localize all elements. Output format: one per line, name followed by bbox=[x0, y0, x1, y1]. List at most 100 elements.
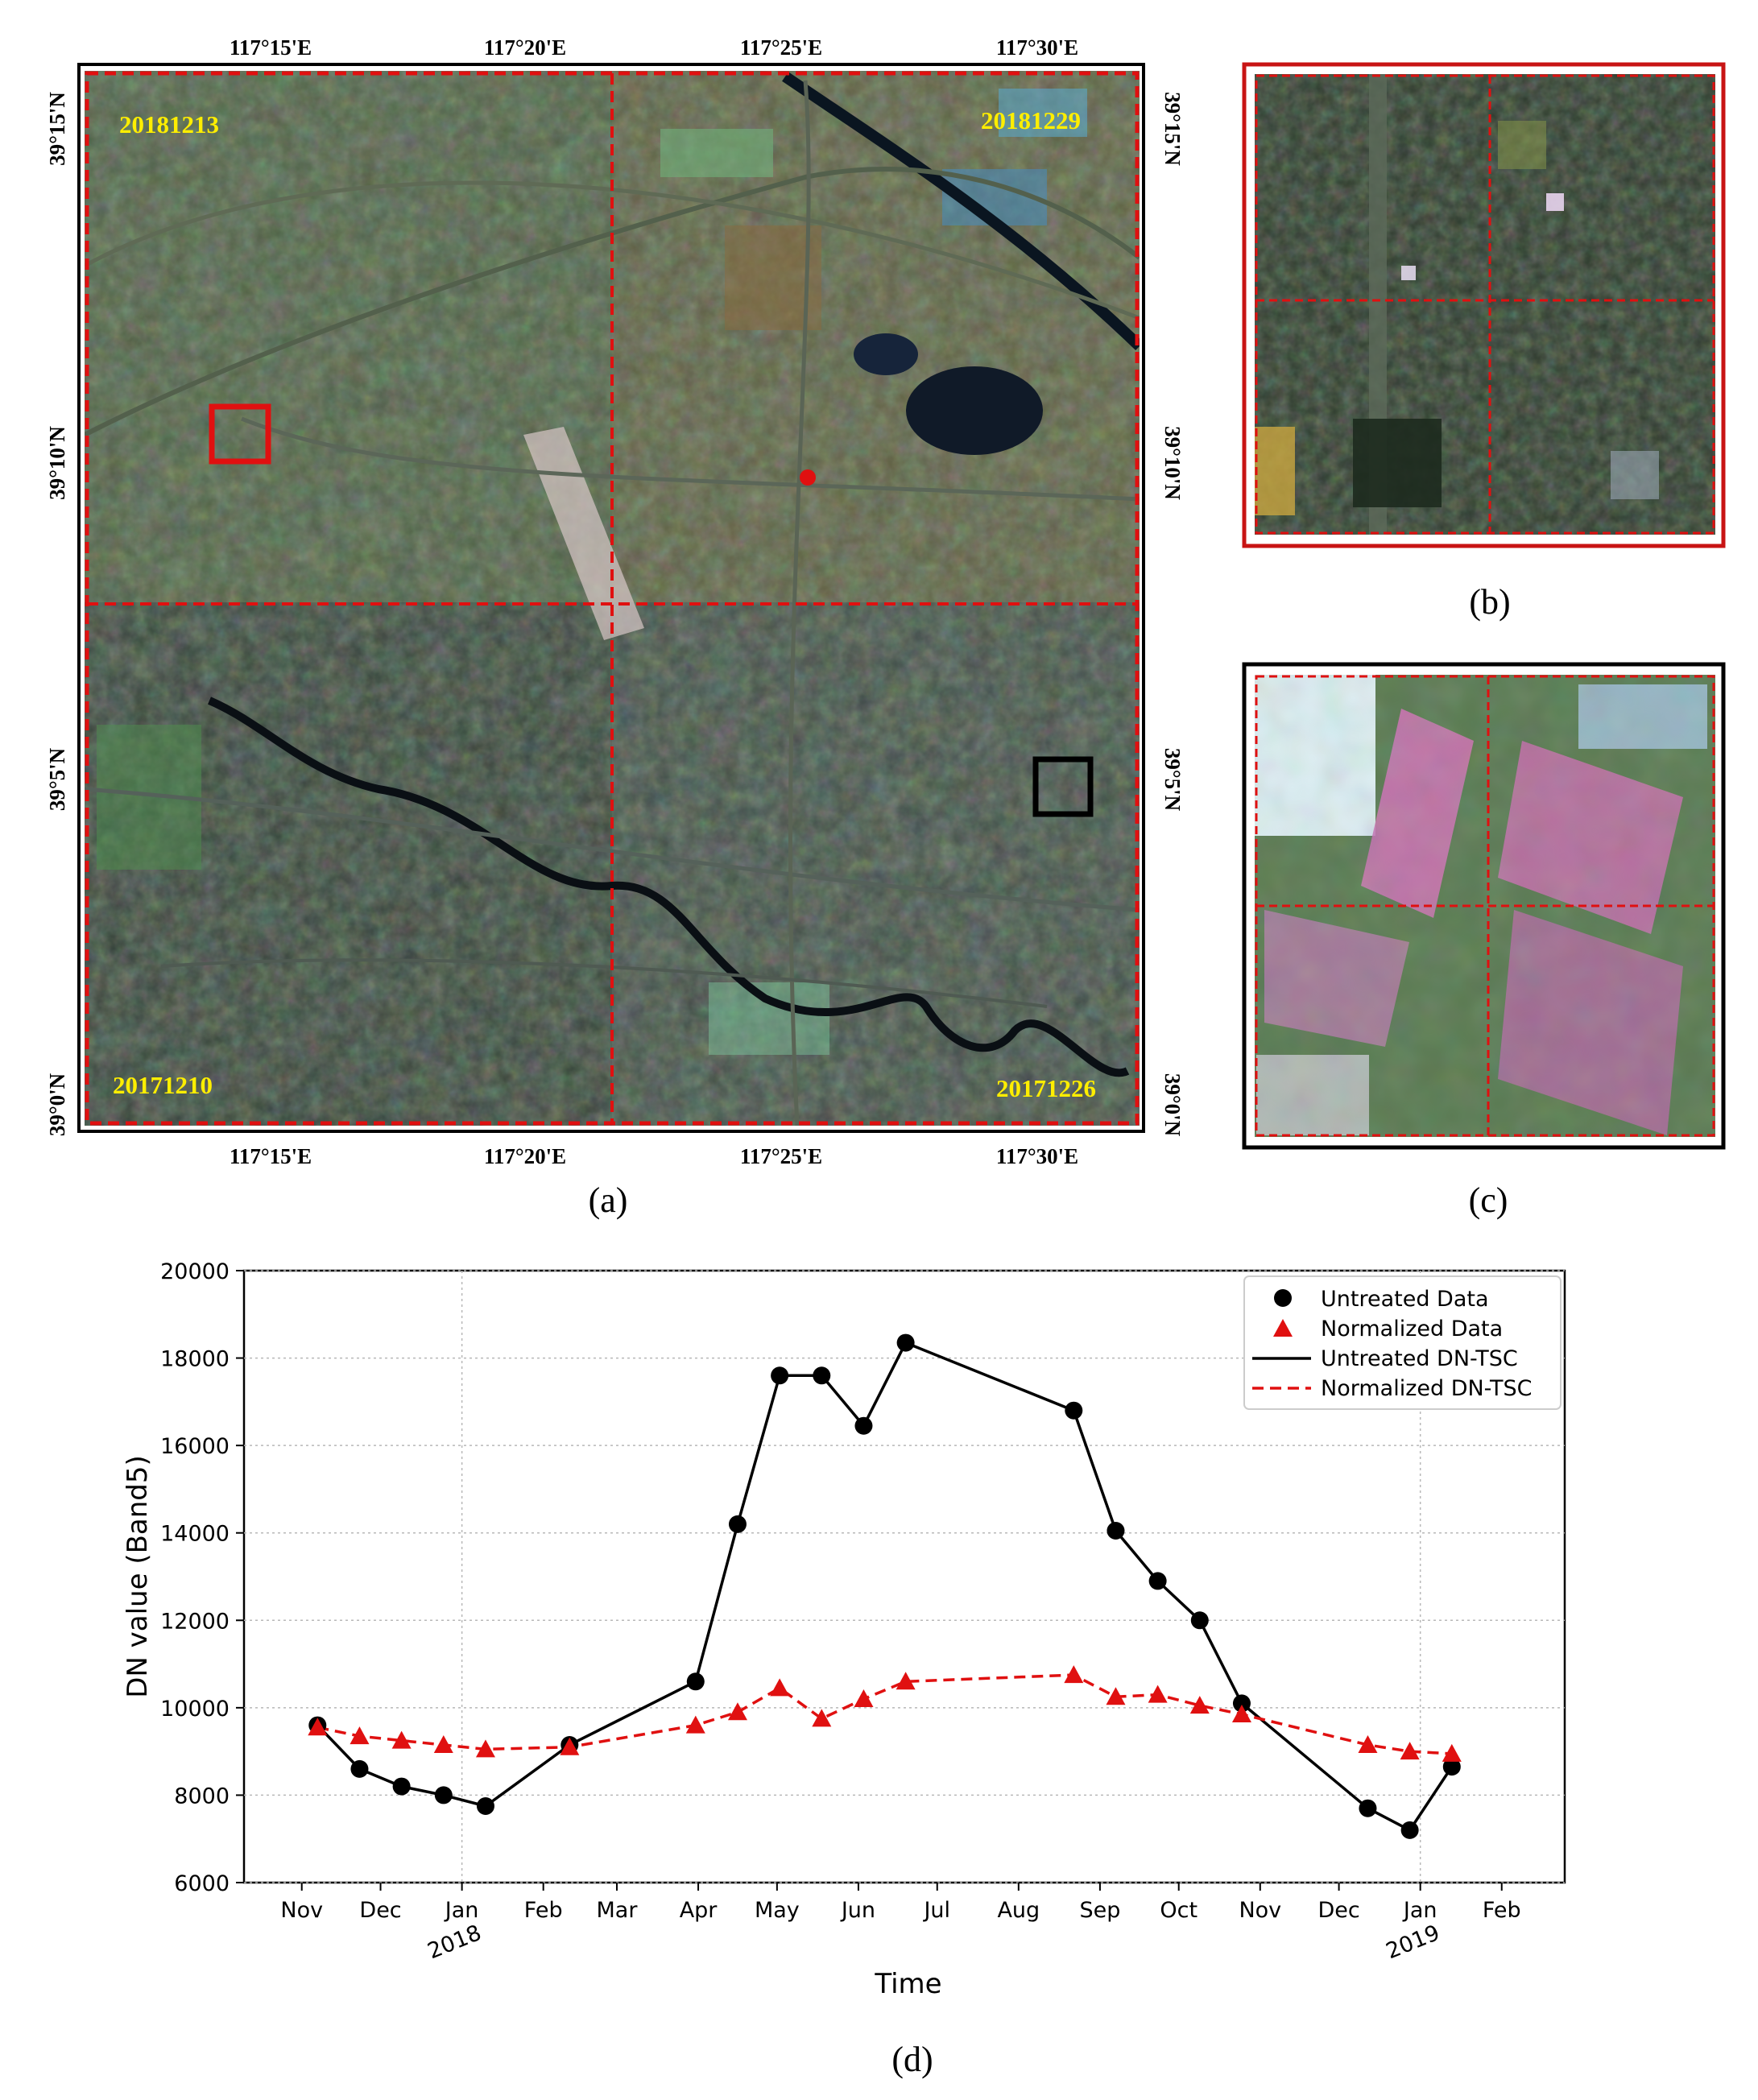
point-untreated-data bbox=[1359, 1799, 1377, 1817]
legend-label-normalized-dn-tsc: Normalized DN-TSC bbox=[1321, 1376, 1532, 1401]
black-box-marker bbox=[1032, 756, 1094, 817]
x-axis-ticks: Nov Dec Jan Feb Mar Apr May Jun Jul Aug Sep Oct Nov D… bbox=[280, 1883, 1521, 1964]
lon-tick-top-1: 117°15'E bbox=[230, 35, 312, 60]
point-normalized-data bbox=[854, 1689, 874, 1707]
y-axis-ticks: 6000 8000 10000 12000 14000 16000 18000 20000 bbox=[160, 1259, 244, 1896]
lon-tick-bottom-4: 117°30'E bbox=[996, 1144, 1078, 1168]
satellite-image bbox=[85, 71, 1140, 1126]
point-normalized-data bbox=[350, 1726, 370, 1745]
x-tick-label: Aug bbox=[997, 1898, 1040, 1923]
point-normalized-data bbox=[1064, 1665, 1084, 1684]
x-tick-label: Dec bbox=[359, 1898, 401, 1923]
caption-c: (c) bbox=[1469, 1180, 1508, 1220]
panel-b-image bbox=[1255, 74, 1715, 535]
red-point-marker bbox=[800, 469, 816, 486]
y-tick-label: 12000 bbox=[160, 1609, 230, 1634]
point-normalized-data bbox=[1148, 1685, 1168, 1703]
point-normalized-data bbox=[770, 1678, 790, 1697]
date-label-bottom-left: 20171210 bbox=[113, 1071, 213, 1099]
caption-a: (a) bbox=[589, 1180, 628, 1220]
point-untreated-data bbox=[813, 1366, 831, 1385]
legend-marker-normalized-data bbox=[1273, 1319, 1293, 1337]
x-axis-label: Time bbox=[874, 1968, 941, 2000]
point-untreated-data bbox=[728, 1515, 747, 1533]
date-label-top-left: 20181213 bbox=[119, 110, 219, 138]
point-untreated-data bbox=[392, 1777, 411, 1796]
x-tick-label: Feb bbox=[524, 1898, 563, 1923]
point-normalized-data bbox=[1189, 1696, 1210, 1714]
date-label-bottom-right: 20171226 bbox=[996, 1074, 1096, 1102]
y-tick-label: 6000 bbox=[174, 1871, 230, 1896]
point-normalized-data bbox=[685, 1715, 705, 1734]
point-normalized-data bbox=[1358, 1735, 1378, 1753]
point-untreated-data bbox=[1065, 1401, 1083, 1420]
point-untreated-data bbox=[771, 1366, 789, 1385]
lat-tick-right-3: 39°5'N bbox=[1160, 748, 1185, 812]
panel-c-image bbox=[1255, 675, 1715, 1137]
x-year-label: 2019 bbox=[1383, 1920, 1443, 1964]
point-normalized-data bbox=[475, 1739, 495, 1758]
point-untreated-data bbox=[1148, 1572, 1167, 1590]
x-year-label: 2018 bbox=[424, 1920, 485, 1964]
lon-tick-bottom-2: 117°20'E bbox=[484, 1144, 566, 1168]
chart-grid bbox=[244, 1270, 1565, 1883]
point-untreated-data bbox=[434, 1786, 453, 1804]
x-tick-label: Dec bbox=[1317, 1898, 1359, 1923]
y-tick-label: 20000 bbox=[160, 1259, 230, 1284]
point-normalized-data bbox=[433, 1735, 453, 1753]
date-label-top-right: 20181229 bbox=[981, 106, 1081, 134]
x-tick-label: Jun bbox=[840, 1898, 875, 1923]
point-normalized-data bbox=[812, 1709, 832, 1727]
x-tick-label: Sep bbox=[1079, 1898, 1120, 1923]
x-tick-label: Jul bbox=[922, 1898, 950, 1923]
chart-series bbox=[308, 1333, 1462, 1839]
point-untreated-data bbox=[1107, 1522, 1125, 1540]
series-line-normalized-dn-tsc bbox=[316, 1673, 1452, 1755]
x-tick-label: Oct bbox=[1160, 1898, 1198, 1923]
point-normalized-data bbox=[391, 1730, 412, 1749]
y-tick-label: 18000 bbox=[160, 1347, 230, 1372]
x-tick-label: Mar bbox=[597, 1898, 639, 1923]
point-normalized-data bbox=[1400, 1742, 1420, 1760]
point-untreated-data bbox=[896, 1333, 915, 1352]
point-untreated-data bbox=[1190, 1611, 1209, 1630]
lat-tick-right-1: 39°15'N bbox=[1160, 92, 1185, 166]
lat-tick-left-2: 39°10'N bbox=[45, 426, 69, 500]
panel-b: (b) bbox=[1242, 62, 1726, 622]
caption-d: (d) bbox=[891, 2040, 933, 2079]
legend-box bbox=[1243, 1275, 1562, 1410]
legend: Untreated Data Normalized Data Untreated… bbox=[1243, 1275, 1562, 1410]
legend-label-normalized-data: Normalized Data bbox=[1321, 1317, 1503, 1341]
y-tick-label: 10000 bbox=[160, 1697, 230, 1722]
point-untreated-data bbox=[1400, 1821, 1419, 1839]
x-tick-label: Nov bbox=[1239, 1898, 1281, 1923]
lat-tick-right-4: 39°0'N bbox=[1160, 1073, 1185, 1137]
lon-tick-top-2: 117°20'E bbox=[484, 35, 566, 60]
point-untreated-data bbox=[854, 1416, 873, 1435]
panel-c: (c) bbox=[1242, 662, 1726, 1220]
lat-tick-right-2: 39°10'N bbox=[1160, 426, 1185, 500]
point-normalized-data bbox=[1106, 1687, 1126, 1705]
red-box-marker bbox=[209, 403, 271, 465]
lat-tick-left-4: 39°0'N bbox=[45, 1073, 69, 1136]
lat-tick-left-1: 39°15'N bbox=[45, 92, 69, 166]
panel-d-chart: 6000 8000 10000 12000 14000 16000 18000 20000 N… bbox=[122, 1259, 1566, 2079]
x-tick-label: Jan bbox=[444, 1898, 479, 1923]
point-normalized-data bbox=[308, 1718, 328, 1736]
point-untreated-data bbox=[686, 1672, 705, 1691]
lon-tick-bottom-1: 117°15'E bbox=[230, 1144, 312, 1168]
lon-tick-top-4: 117°30'E bbox=[996, 35, 1078, 60]
point-normalized-data bbox=[1231, 1705, 1251, 1722]
panel-a: 20181213 20181229 20171210 20171226 117°… bbox=[45, 35, 1185, 1220]
x-tick-label: Apr bbox=[680, 1898, 718, 1923]
legend-label-untreated-dn-tsc: Untreated DN-TSC bbox=[1321, 1346, 1518, 1371]
x-tick-label: Jan bbox=[1402, 1898, 1437, 1923]
point-normalized-data bbox=[560, 1737, 580, 1755]
y-tick-label: 8000 bbox=[174, 1784, 230, 1809]
point-untreated-data bbox=[476, 1797, 494, 1815]
legend-marker-untreated-data bbox=[1274, 1289, 1292, 1307]
point-normalized-data bbox=[727, 1702, 747, 1721]
point-untreated-data bbox=[1232, 1694, 1251, 1713]
point-untreated-data bbox=[350, 1759, 369, 1778]
